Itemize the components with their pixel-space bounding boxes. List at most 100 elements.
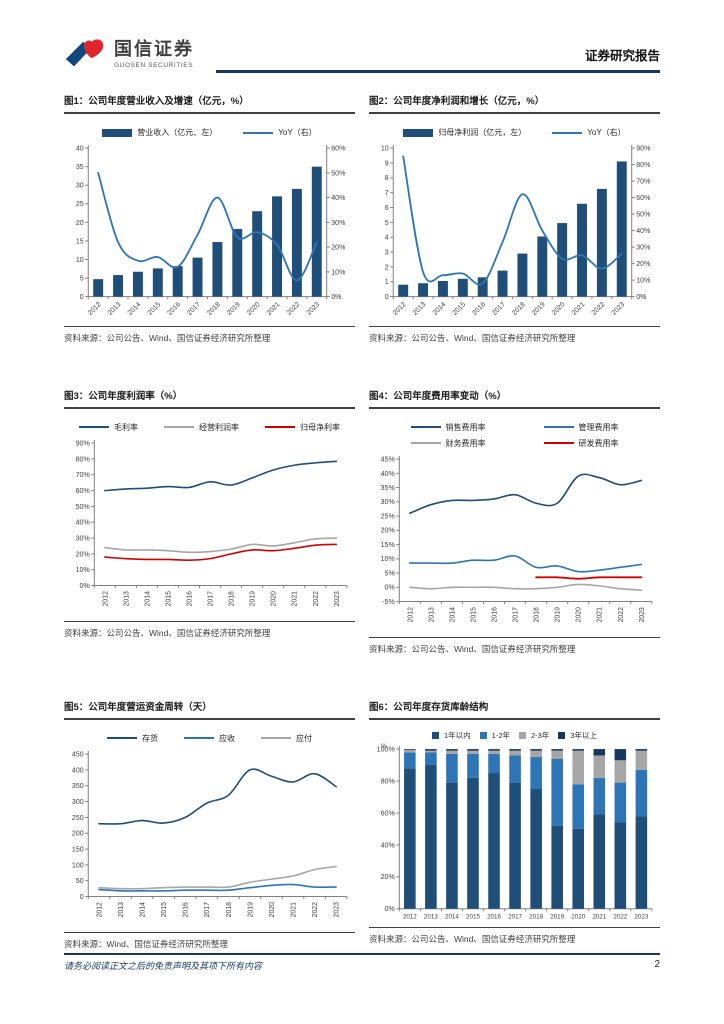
svg-text:1: 1 — [385, 279, 389, 286]
svg-text:2015: 2015 — [165, 591, 172, 606]
legend-swatch-icon — [265, 426, 295, 429]
legend-label: 2-3年 — [531, 730, 550, 740]
svg-text:2021: 2021 — [592, 913, 606, 920]
svg-text:2012: 2012 — [96, 902, 103, 917]
svg-text:2019: 2019 — [247, 902, 254, 917]
svg-text:0%: 0% — [385, 906, 396, 913]
legend-swatch-icon — [107, 737, 137, 740]
legend-swatch-icon — [479, 731, 487, 739]
legend-item: 财务费用率 — [410, 438, 486, 449]
legend-label: 应付 — [296, 733, 312, 743]
revenue-growth-chart: 0 5 10 15 20 25 30 35 40 0% 10% 20% 30% 40% 50% 60% 2012… — [76, 145, 346, 317]
svg-text:2023: 2023 — [305, 301, 321, 317]
legend-item: 归母净利率 — [265, 422, 340, 433]
svg-text:30%: 30% — [636, 245, 651, 252]
legend-label: 经营利润率 — [199, 422, 239, 432]
svg-text:60%: 60% — [381, 810, 396, 817]
legend-item: 1-2年 — [479, 730, 510, 741]
chart-legend: 存货 应收 应付 — [64, 733, 355, 744]
svg-text:2013: 2013 — [428, 607, 435, 622]
figure-title: 图4：公司年度费用率变动（%） — [369, 388, 660, 409]
legend-item: 归母净利润（亿元，左） — [403, 127, 526, 138]
legend-label: 应收 — [219, 733, 235, 743]
svg-text:15%: 15% — [381, 542, 396, 549]
brand-name: 国信证券 — [114, 39, 194, 60]
svg-text:2022: 2022 — [286, 301, 302, 317]
svg-text:10: 10 — [381, 146, 389, 153]
svg-text:80%: 80% — [381, 778, 396, 785]
svg-text:15: 15 — [76, 238, 84, 245]
legend-label: YoY（右） — [278, 128, 317, 137]
svg-text:2015: 2015 — [161, 902, 168, 917]
profit-margins-chart: 0% 10% 20% 30% 40% 50% 60% 70% 80% 90% 2012 2013 201… — [76, 439, 348, 606]
guosen-logo: 国信证券 GUOSEN SECURITIES — [64, 38, 216, 73]
svg-text:80%: 80% — [76, 456, 91, 463]
working-capital-turnover-chart: 0 50 100 150 200 250 300 350 400 450 2012 2013 2014 2… — [72, 750, 348, 917]
figure-source: 资料来源：公司公告、Wind、国信证券经济研究所整理 — [369, 325, 660, 344]
svg-text:0: 0 — [80, 894, 84, 901]
legend-item: YoY（右） — [243, 127, 317, 138]
svg-text:0%: 0% — [80, 583, 91, 590]
legend-swatch-icon — [558, 731, 566, 739]
svg-text:2012: 2012 — [102, 591, 109, 606]
svg-text:0: 0 — [80, 294, 84, 301]
svg-text:2023: 2023 — [634, 913, 648, 920]
svg-text:8: 8 — [385, 175, 389, 182]
svg-text:2019: 2019 — [550, 913, 564, 920]
chart-legend: 归母净利润（亿元，左） YoY（右） — [369, 127, 660, 138]
legend-label: YoY（右） — [587, 128, 626, 137]
figure-profit-margins: 图3：公司年度利润率（%） 毛利率 经营利润率 归母净利率 0% 10% 20% 30% 4… — [64, 387, 355, 655]
svg-text:70%: 70% — [636, 179, 651, 186]
svg-text:300: 300 — [72, 799, 84, 806]
svg-text:2018: 2018 — [206, 301, 222, 317]
svg-text:90%: 90% — [636, 146, 651, 153]
svg-text:2023: 2023 — [334, 591, 341, 606]
svg-text:80%: 80% — [636, 162, 651, 169]
svg-text:2012: 2012 — [87, 301, 103, 317]
figure-grid: 图1：公司年度营业收入及增速（亿元，%） 营业收入（亿元、左） YoY（右） 0 5… — [64, 93, 660, 950]
legend-swatch-icon — [79, 426, 109, 429]
svg-text:2017: 2017 — [208, 591, 215, 606]
legend-swatch-icon — [431, 731, 439, 739]
legend-label: 财务费用率 — [445, 438, 486, 448]
legend-label: 归母净利率 — [300, 422, 340, 432]
legend-item: 3年以上 — [558, 730, 597, 741]
svg-text:2014: 2014 — [432, 301, 448, 317]
svg-text:2019: 2019 — [531, 301, 547, 317]
svg-text:5: 5 — [385, 220, 389, 227]
svg-text:2018: 2018 — [511, 301, 527, 317]
svg-text:30%: 30% — [76, 535, 91, 542]
svg-text:50%: 50% — [76, 504, 91, 511]
figure-source: 资料来源：公司公告、Wind、国信证券经济研究所整理 — [64, 325, 355, 344]
svg-text:250: 250 — [72, 815, 84, 822]
guosen-logo-icon — [65, 39, 104, 67]
legend-label: 3年以上 — [570, 730, 598, 740]
svg-text:2019: 2019 — [250, 591, 257, 606]
svg-text:2012: 2012 — [403, 913, 417, 920]
legend-item: 存货 — [107, 733, 158, 744]
svg-text:2019: 2019 — [226, 301, 242, 317]
svg-text:2020: 2020 — [271, 591, 278, 606]
svg-text:2017: 2017 — [508, 913, 522, 920]
svg-text:2021: 2021 — [597, 607, 604, 622]
legend-label: 研发费用率 — [578, 438, 619, 448]
chart-legend: 销售费用率 管理费用率 财务费用率 研发费用率 — [369, 422, 660, 449]
legend-label: 销售费用率 — [445, 422, 486, 432]
svg-text:20%: 20% — [76, 551, 91, 558]
figure-title: 图3：公司年度利润率（%） — [64, 388, 355, 409]
svg-text:6: 6 — [385, 205, 389, 212]
inventory-aging-chart: 0% 20% 40% 60% 80% 100%% 2012 2013 2014 2015 2016 2… — [377, 743, 653, 920]
chart-legend: 营业收入（亿元、左） YoY（右） — [64, 127, 355, 138]
legend-item: 2-3年 — [519, 730, 549, 741]
svg-text:60%: 60% — [636, 195, 651, 202]
figure-source: 资料来源：公司公告、Wind、国信证券经济研究所整理 — [369, 636, 660, 655]
header-rule: 证券研究报告 — [216, 45, 660, 73]
svg-text:9: 9 — [385, 160, 389, 167]
svg-text:2023: 2023 — [334, 902, 341, 917]
legend-swatch-icon — [543, 442, 574, 445]
svg-text:2017: 2017 — [204, 902, 211, 917]
svg-text:2022: 2022 — [613, 913, 627, 920]
svg-text:40%: 40% — [381, 471, 396, 478]
chart-legend: 1年以内 1-2年 2-3年 3年以上 — [369, 730, 660, 741]
legend-item: 毛利率 — [79, 422, 138, 433]
